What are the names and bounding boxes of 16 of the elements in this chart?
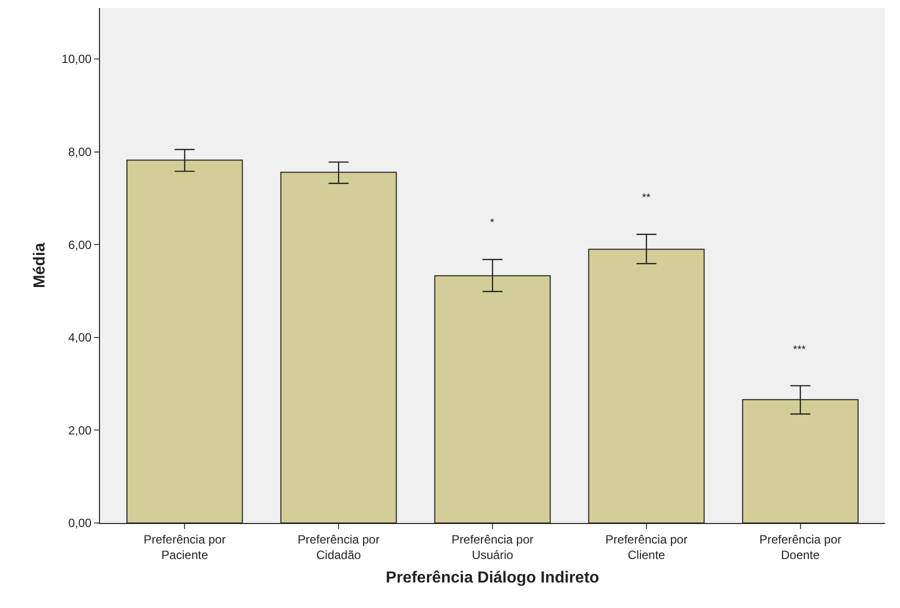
y-tick-label: 8,00 [68, 145, 92, 160]
y-tick-label: 2,00 [68, 423, 92, 438]
x-tick-label: Preferência por Usuário [451, 532, 534, 562]
x-tick-label: Preferência por Paciente [144, 532, 226, 562]
x-tick-label: Preferência por Cliente [605, 532, 688, 562]
y-tick-label: 6,00 [68, 238, 92, 252]
x-tick-label: Preferência por Doente [759, 532, 842, 562]
y-tick-label: 10,00 [62, 52, 92, 66]
y-tick-label: 4,00 [68, 330, 92, 345]
y-tick-label: 0,00 [68, 516, 92, 530]
annotation: *** [793, 344, 807, 356]
annotation: * [490, 217, 495, 229]
x-tick-label: Preferência por Cidadão [298, 532, 380, 562]
annotation: ** [642, 192, 652, 204]
x-axis-title: Preferência Diálogo Indireto [386, 570, 600, 587]
y-axis-title: Média [31, 242, 48, 288]
